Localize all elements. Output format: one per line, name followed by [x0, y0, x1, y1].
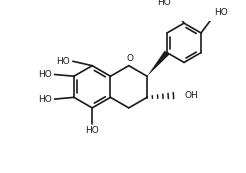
Text: HO: HO	[57, 57, 70, 66]
Text: O: O	[126, 54, 133, 63]
Polygon shape	[147, 51, 169, 76]
Text: HO: HO	[38, 70, 52, 79]
Text: HO: HO	[214, 8, 228, 17]
Text: OH: OH	[184, 91, 198, 100]
Text: HO: HO	[85, 126, 99, 135]
Text: HO: HO	[38, 95, 52, 104]
Text: HO: HO	[157, 0, 171, 7]
